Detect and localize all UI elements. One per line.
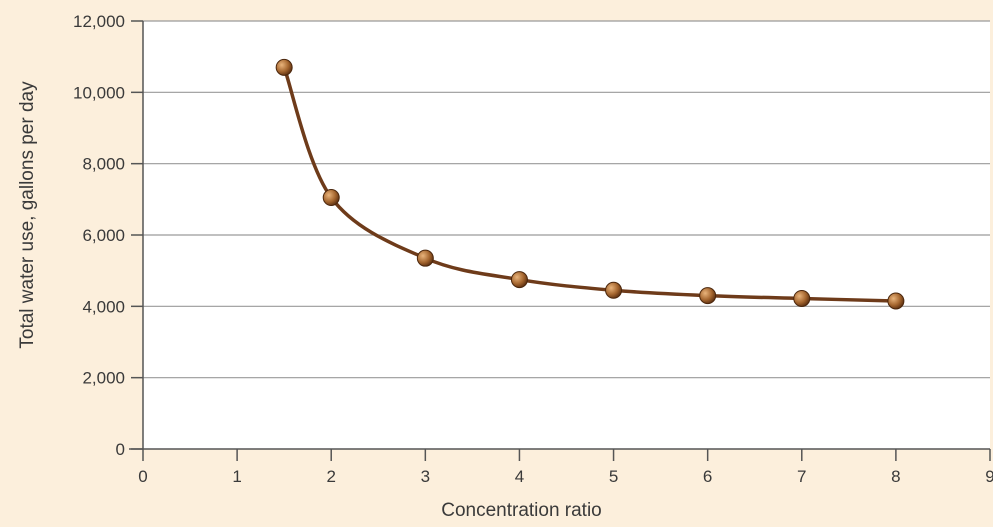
axes	[129, 20, 991, 461]
x-tick-label: 9	[985, 467, 993, 486]
y-tick-label: 8,000	[82, 155, 125, 174]
y-tick-label: 10,000	[73, 83, 125, 102]
data-point	[416, 249, 434, 267]
y-tick-label: 12,000	[73, 12, 125, 31]
y-tick-label: 0	[116, 440, 125, 459]
gridlines	[143, 20, 990, 379]
x-tick-label: 0	[138, 467, 147, 486]
data-point	[275, 58, 293, 76]
y-tick-label: 4,000	[82, 297, 125, 316]
data-point	[699, 287, 717, 305]
data-point	[605, 281, 623, 299]
data-point	[793, 289, 811, 307]
x-tick-label: 8	[891, 467, 900, 486]
data-point	[887, 292, 905, 310]
data-point	[322, 189, 340, 207]
x-tick-label: 3	[421, 467, 430, 486]
x-tick-label: 2	[326, 467, 335, 486]
tick-labels: 0 2,000 4,000 6,000 8,000 10,000 12,000 0 1 2 3 4 5 6…	[73, 12, 993, 486]
x-axis-title: Concentration ratio	[441, 500, 602, 521]
x-tick-label: 7	[797, 467, 806, 486]
data-point	[510, 271, 528, 289]
data-series	[275, 58, 905, 310]
y-tick-label: 2,000	[82, 369, 125, 388]
y-axis-title: Total water use, gallons per day	[17, 81, 38, 349]
x-tick-label: 1	[232, 467, 241, 486]
x-tick-label: 5	[609, 467, 618, 486]
y-tick-label: 6,000	[82, 226, 125, 245]
x-tick-label: 6	[703, 467, 712, 486]
x-tick-label: 4	[515, 467, 524, 486]
